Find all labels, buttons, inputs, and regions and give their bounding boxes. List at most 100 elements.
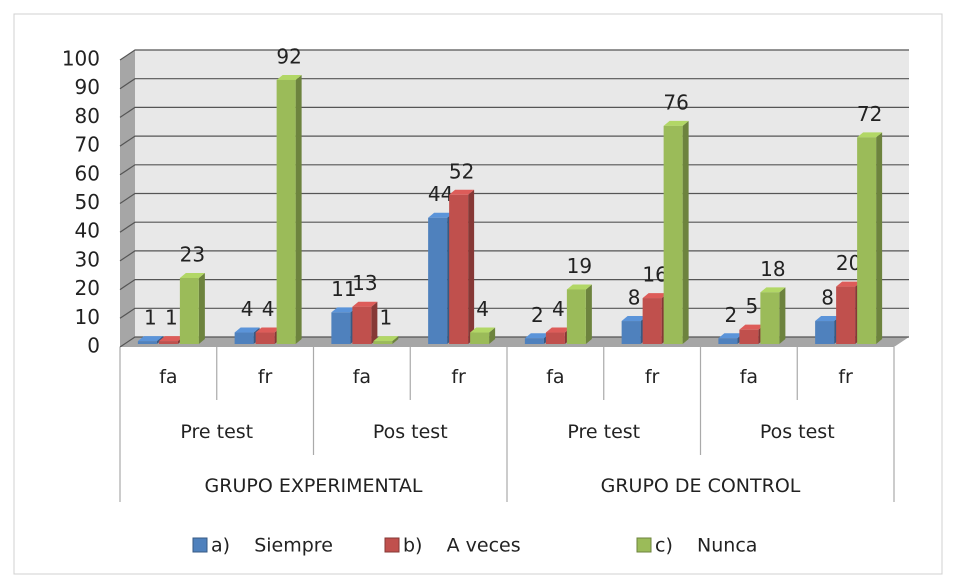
bar-front: [449, 194, 469, 344]
data-label: 2: [531, 303, 544, 327]
data-label: 4: [552, 297, 565, 321]
bar-front: [663, 125, 683, 344]
y-tick-label: 40: [75, 219, 100, 243]
bar-top: [276, 74, 302, 80]
data-label: 8: [821, 286, 834, 310]
legend-label: b) A veces: [403, 535, 521, 557]
bar-top: [373, 336, 399, 342]
x-tick-label: fr: [451, 366, 466, 388]
bar-front: [352, 306, 372, 344]
y-tick-label: 90: [75, 75, 100, 99]
bar-top: [234, 327, 260, 333]
bar-side: [392, 336, 399, 344]
bar: [663, 120, 689, 344]
bar-top: [621, 316, 647, 322]
bar-front: [815, 321, 835, 344]
data-label: 2: [725, 303, 738, 327]
y-tick-label: 30: [75, 247, 100, 271]
x-tick-label: fr: [258, 366, 273, 388]
data-label: 52: [449, 159, 474, 183]
bar-front: [428, 217, 448, 344]
bar-front: [836, 286, 856, 344]
bar: [352, 301, 378, 344]
x-tick-label: fr: [838, 366, 853, 388]
bar-top: [815, 316, 841, 322]
bar-top: [857, 132, 883, 138]
bar-top: [545, 327, 571, 333]
bar-top: [137, 336, 163, 342]
grid-line: [119, 78, 909, 90]
y-tick-label: 70: [75, 133, 100, 157]
bar: [276, 74, 302, 345]
y-tick-label: 80: [75, 104, 100, 128]
bar-front: [470, 332, 490, 344]
grid-line: [119, 49, 909, 61]
grid-line: [119, 164, 909, 176]
grid-line: [119, 221, 909, 233]
bar-top: [179, 272, 205, 278]
bar: [137, 336, 163, 344]
bar-top: [566, 284, 592, 290]
bar: [566, 284, 592, 344]
data-label: 44: [428, 182, 453, 206]
bar-side: [682, 120, 689, 344]
bar: [470, 327, 496, 344]
bar-side: [295, 74, 302, 345]
bar-side: [468, 189, 475, 344]
bar-front: [158, 341, 178, 344]
data-label: 4: [241, 297, 254, 321]
data-label: 76: [663, 90, 688, 114]
bar-top: [449, 189, 475, 195]
data-label: 92: [276, 44, 301, 68]
bar-top: [331, 307, 357, 313]
bar-top: [158, 336, 184, 342]
bar-top: [718, 333, 744, 339]
y-tick-label: 10: [75, 305, 100, 329]
y-tick-label: 20: [75, 276, 100, 300]
data-label: 4: [262, 297, 275, 321]
bar-top: [760, 287, 786, 293]
bar-front: [524, 338, 544, 344]
bar-side: [489, 327, 496, 344]
bar-front: [255, 332, 275, 344]
bar-side: [585, 284, 592, 344]
data-label: 1: [144, 306, 157, 330]
grid-line: [119, 135, 909, 147]
bar-front: [373, 341, 393, 344]
bar-side: [198, 272, 205, 344]
y-tick-label: 60: [75, 161, 100, 185]
x-tick-label: fa: [353, 366, 371, 388]
legend-label: a) Siempre: [211, 535, 333, 557]
bar: [760, 287, 786, 344]
bar-side: [371, 301, 378, 344]
subgroup-label: Pre test: [567, 421, 640, 443]
bar-front: [566, 289, 586, 344]
bar: [373, 336, 399, 344]
bar-top: [739, 324, 765, 330]
bar-side: [876, 132, 883, 344]
grid-line: [119, 250, 909, 262]
bar-front: [331, 312, 351, 344]
bar-front: [857, 137, 877, 344]
grid-line: [119, 279, 909, 291]
bar-front: [137, 341, 157, 344]
bar-front: [642, 298, 662, 344]
y-tick-label: 50: [75, 190, 100, 214]
data-label: 23: [180, 242, 205, 266]
data-label: 1: [380, 306, 393, 330]
bar-top: [524, 333, 550, 339]
bar-front: [739, 329, 759, 344]
bar-front: [760, 292, 780, 344]
y-tick-label: 100: [62, 47, 100, 71]
data-label: 4: [476, 297, 489, 321]
x-tick-label: fa: [740, 366, 758, 388]
legend-swatch: [192, 537, 208, 553]
x-tick-label: fr: [645, 366, 660, 388]
bar-front: [234, 332, 254, 344]
group-label: GRUPO DE CONTROL: [601, 475, 801, 497]
legend-swatch: [384, 537, 400, 553]
bar: [449, 189, 475, 344]
grid-line: [119, 106, 909, 118]
data-label: 19: [567, 254, 592, 278]
